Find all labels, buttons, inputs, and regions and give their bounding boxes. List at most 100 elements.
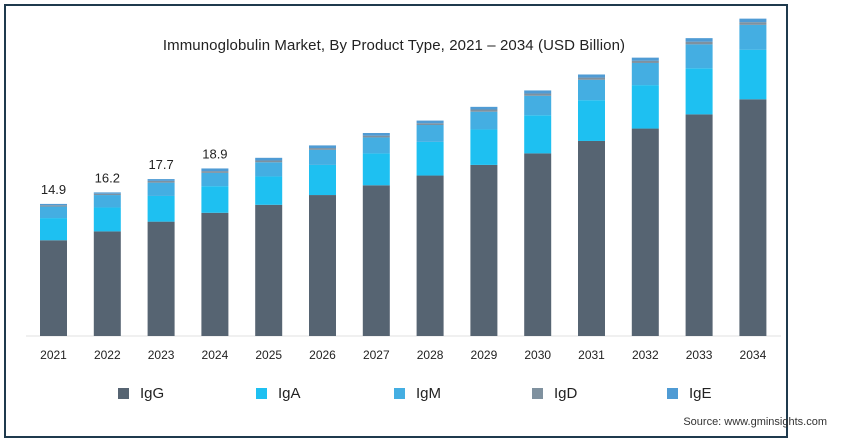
bar-ige-2022 — [93, 192, 121, 194]
bar-igg-2028 — [416, 175, 444, 336]
legend-label: IgA — [278, 385, 301, 402]
legend-label: IgD — [554, 385, 578, 402]
bar-iga-2027 — [362, 153, 390, 186]
legend-label: IgE — [689, 385, 712, 402]
x-tick-label: 2022 — [94, 348, 121, 362]
legend-item-igd: IgD — [532, 385, 577, 402]
legend-swatch — [532, 388, 543, 399]
bar-igm-2023 — [147, 182, 175, 196]
bar-total-label: 17.7 — [148, 157, 173, 172]
bar-igg-2027 — [362, 185, 390, 336]
bar-igd-2022 — [93, 193, 121, 196]
bar-ige-2024 — [201, 168, 229, 172]
bar-igd-2026 — [309, 148, 336, 150]
bar-igd-2023 — [147, 180, 175, 183]
legend-item-igm: IgM — [394, 385, 441, 402]
legend-item-ige: IgE — [667, 385, 712, 402]
bar-igd-2021 — [40, 205, 67, 207]
bar-ige-2032 — [631, 57, 659, 61]
bar-igd-2028 — [416, 123, 444, 126]
x-tick-label: 2027 — [363, 348, 390, 362]
bar-igg-2032 — [631, 128, 659, 336]
bar-iga-2034 — [739, 49, 767, 100]
bar-igg-2024 — [201, 212, 229, 336]
bar-ige-2027 — [362, 132, 390, 136]
bar-ige-2021 — [40, 203, 67, 206]
bar-igd-2033 — [685, 41, 713, 45]
legend-item-igg: IgG — [118, 385, 164, 402]
x-tick-label: 2026 — [309, 348, 336, 362]
bar-iga-2033 — [685, 68, 713, 115]
bar-igg-2026 — [309, 195, 336, 336]
bar-igm-2024 — [201, 172, 229, 187]
bar-ige-2026 — [309, 145, 336, 149]
bar-igg-2031 — [578, 140, 605, 336]
bar-igd-2027 — [362, 135, 390, 138]
bar-igm-2034 — [739, 24, 767, 50]
bar-igd-2034 — [739, 22, 767, 25]
bar-iga-2021 — [40, 218, 67, 241]
bar-igm-2031 — [578, 79, 605, 101]
legend-item-iga: IgA — [256, 385, 301, 402]
bar-igg-2021 — [40, 240, 67, 336]
bar-igg-2034 — [739, 99, 767, 336]
bar-ige-2023 — [147, 179, 175, 181]
source-note: Source: www.gminsights.com — [683, 416, 827, 428]
bar-total-label: 16.2 — [95, 170, 120, 185]
x-tick-label: 2024 — [202, 348, 229, 362]
x-tick-label: 2032 — [632, 348, 659, 362]
bar-ige-2028 — [416, 120, 444, 124]
bar-ige-2025 — [255, 157, 283, 161]
legend-label: IgM — [416, 385, 442, 402]
bar-ige-2029 — [470, 106, 498, 110]
bar-igm-2033 — [685, 44, 713, 69]
x-tick-label: 2033 — [686, 348, 713, 362]
bar-total-label: 18.9 — [202, 146, 227, 161]
bar-igg-2022 — [93, 231, 121, 336]
bar-iga-2023 — [147, 195, 175, 222]
bar-iga-2028 — [416, 141, 444, 176]
bar-igm-2026 — [309, 149, 336, 165]
bar-igg-2023 — [147, 221, 175, 336]
x-tick-label: 2034 — [740, 348, 767, 362]
bar-igm-2025 — [255, 162, 283, 177]
legend: IgG IgA IgM IgD IgE — [118, 385, 718, 407]
x-tick-label: 2030 — [524, 348, 551, 362]
bar-igg-2029 — [470, 164, 498, 336]
bar-igm-2032 — [631, 62, 659, 86]
x-tick-label: 2028 — [417, 348, 444, 362]
bar-igg-2033 — [685, 114, 713, 336]
bar-iga-2025 — [255, 176, 283, 205]
bar-igd-2032 — [631, 60, 659, 63]
bar-iga-2026 — [309, 164, 336, 196]
x-tick-label: 2023 — [148, 348, 175, 362]
bar-igd-2030 — [524, 93, 552, 96]
bar-ige-2033 — [685, 38, 713, 42]
bar-ige-2034 — [739, 18, 767, 23]
chart-title: Immunoglobulin Market, By Product Type, … — [162, 37, 626, 54]
bar-iga-2022 — [93, 207, 121, 232]
legend-swatch — [667, 388, 678, 399]
bar-iga-2032 — [631, 85, 659, 129]
bar-igd-2029 — [470, 109, 498, 112]
bar-ige-2031 — [578, 74, 605, 78]
bar-igm-2029 — [470, 111, 498, 130]
x-tick-label: 2021 — [40, 348, 67, 362]
legend-label: IgG — [140, 385, 165, 402]
bar-igd-2025 — [255, 160, 283, 163]
legend-swatch — [118, 388, 129, 399]
bar-total-label: 14.9 — [41, 182, 66, 197]
legend-swatch — [394, 388, 405, 399]
bar-iga-2030 — [524, 115, 552, 154]
bar-igd-2031 — [578, 77, 605, 80]
x-tick-label: 2029 — [471, 348, 498, 362]
bar-iga-2024 — [201, 186, 229, 213]
legend-swatch — [256, 388, 267, 399]
bar-igd-2024 — [201, 171, 229, 173]
x-tick-label: 2025 — [255, 348, 282, 362]
bar-igm-2022 — [93, 195, 121, 208]
bar-iga-2031 — [578, 100, 605, 141]
bar-igm-2028 — [416, 125, 444, 142]
bar-ige-2030 — [524, 90, 552, 94]
